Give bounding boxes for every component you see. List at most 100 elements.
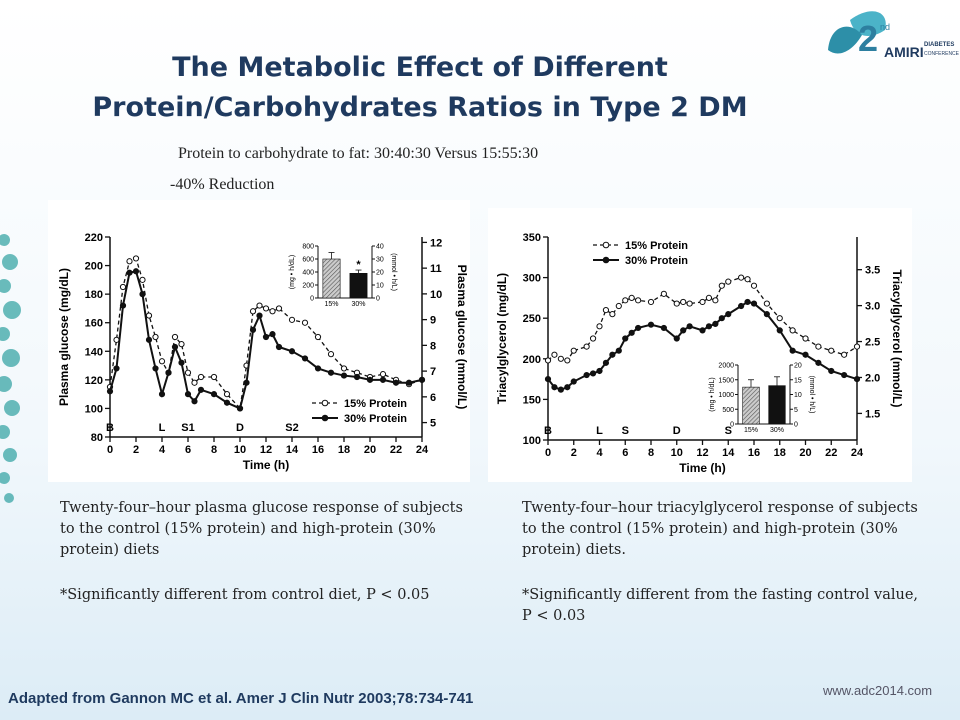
series-marker (750, 300, 758, 307)
x-tick-label: 16 (748, 447, 760, 459)
logo-tag: DIABETES (924, 42, 955, 48)
y-tick-label: 100 (85, 403, 103, 415)
inset-tick-label: 0 (376, 296, 380, 303)
series-marker (184, 391, 192, 398)
series-marker (596, 323, 603, 330)
series-marker (197, 386, 205, 393)
series-marker (171, 333, 179, 341)
series-marker (158, 358, 166, 365)
series-marker (314, 333, 322, 341)
series-marker (327, 369, 335, 376)
legend-label: 15% Protein (625, 240, 688, 252)
inset-tick-label: 15 (794, 377, 802, 384)
series-marker (551, 351, 558, 358)
series-marker (178, 341, 185, 348)
series-marker (126, 269, 133, 276)
x-tick-label: 8 (211, 444, 217, 456)
legend-marker (321, 414, 329, 422)
y-tick-label: 250 (523, 313, 541, 325)
x-tick-label: 2 (571, 447, 577, 459)
event-label: S (622, 425, 629, 437)
dot-column (0, 234, 21, 503)
x-tick-label: 14 (286, 444, 299, 456)
series-marker (673, 335, 680, 342)
x-tick-label: 12 (696, 447, 708, 459)
event-label: B (106, 422, 114, 434)
series-marker (366, 376, 374, 383)
inset-axis-label: (mmol • h/L) (390, 253, 397, 291)
y2-tick-label: 8 (430, 340, 436, 352)
y-axis-label: Plasma glucose (mg/dL) (57, 268, 71, 406)
x-tick-label: 4 (159, 444, 166, 456)
inset-tick-label: 20 (376, 270, 384, 277)
chart-panel (488, 208, 912, 482)
series-marker (269, 308, 276, 315)
series-marker (744, 298, 751, 306)
series-marker (236, 405, 244, 412)
series-marker (392, 379, 400, 386)
series-marker (269, 331, 276, 338)
x-tick-label: 18 (338, 444, 350, 456)
caption: Twenty-four–hour triacylglycerol respons… (522, 500, 918, 558)
legend-marker (321, 399, 329, 407)
inset-tick-label: 600 (302, 257, 314, 264)
x-axis-label: Time (h) (679, 461, 725, 475)
series-marker (340, 372, 348, 379)
series-marker (660, 290, 667, 297)
inset-category: 30% (351, 301, 365, 308)
series-marker (583, 343, 590, 350)
series-marker (119, 302, 127, 309)
series-marker (210, 391, 218, 398)
series-marker (551, 384, 558, 391)
y2-tick-label: 10 (430, 289, 442, 301)
series-marker (622, 335, 629, 342)
series-marker (379, 376, 387, 383)
series-marker (738, 302, 745, 310)
x-tick-label: 10 (671, 447, 683, 459)
inset-tick-label: 0 (794, 422, 798, 429)
series-marker (763, 311, 770, 318)
series-marker (544, 376, 552, 383)
series-marker (249, 308, 257, 315)
series-marker (145, 312, 153, 319)
footnote: *Significantly different from control di… (60, 587, 430, 603)
series-marker (223, 399, 231, 406)
y2-tick-label: 7 (430, 366, 436, 378)
series-marker (705, 294, 713, 301)
footnote: *Significantly different from the fastin… (522, 587, 919, 624)
series-line (547, 276, 858, 362)
inset-tick-label: 30 (376, 257, 384, 264)
series-marker (699, 327, 706, 334)
series-marker (275, 305, 283, 312)
logo-number: 2 (858, 18, 879, 59)
series-marker (256, 312, 263, 319)
inset-tick-label: 1500 (718, 377, 734, 384)
inset-category: 30% (770, 427, 784, 434)
series-marker (635, 324, 642, 332)
series-marker (789, 347, 796, 354)
x-tick-label: 8 (648, 447, 654, 459)
series-marker (405, 379, 413, 386)
series-marker (841, 371, 848, 379)
x-tick-label: 6 (622, 447, 628, 459)
series-marker (705, 323, 713, 330)
event-label: D (236, 422, 244, 434)
inset-axis-label: (mmol • h/L) (808, 376, 815, 414)
series-marker (301, 355, 309, 362)
series-marker (262, 305, 270, 312)
series-marker (288, 316, 296, 323)
series-marker (139, 291, 146, 298)
series-marker (680, 327, 687, 334)
series-marker (815, 359, 822, 366)
series-marker (119, 283, 127, 291)
series-marker (602, 359, 610, 366)
series-marker (570, 347, 577, 354)
chart-panel (48, 200, 470, 482)
series-marker (596, 367, 603, 375)
series-line (109, 257, 423, 410)
legend-label: 30% Protein (344, 413, 407, 425)
series-marker (589, 370, 597, 377)
series-marker (113, 365, 120, 372)
inset-tick-label: 0 (310, 296, 314, 303)
